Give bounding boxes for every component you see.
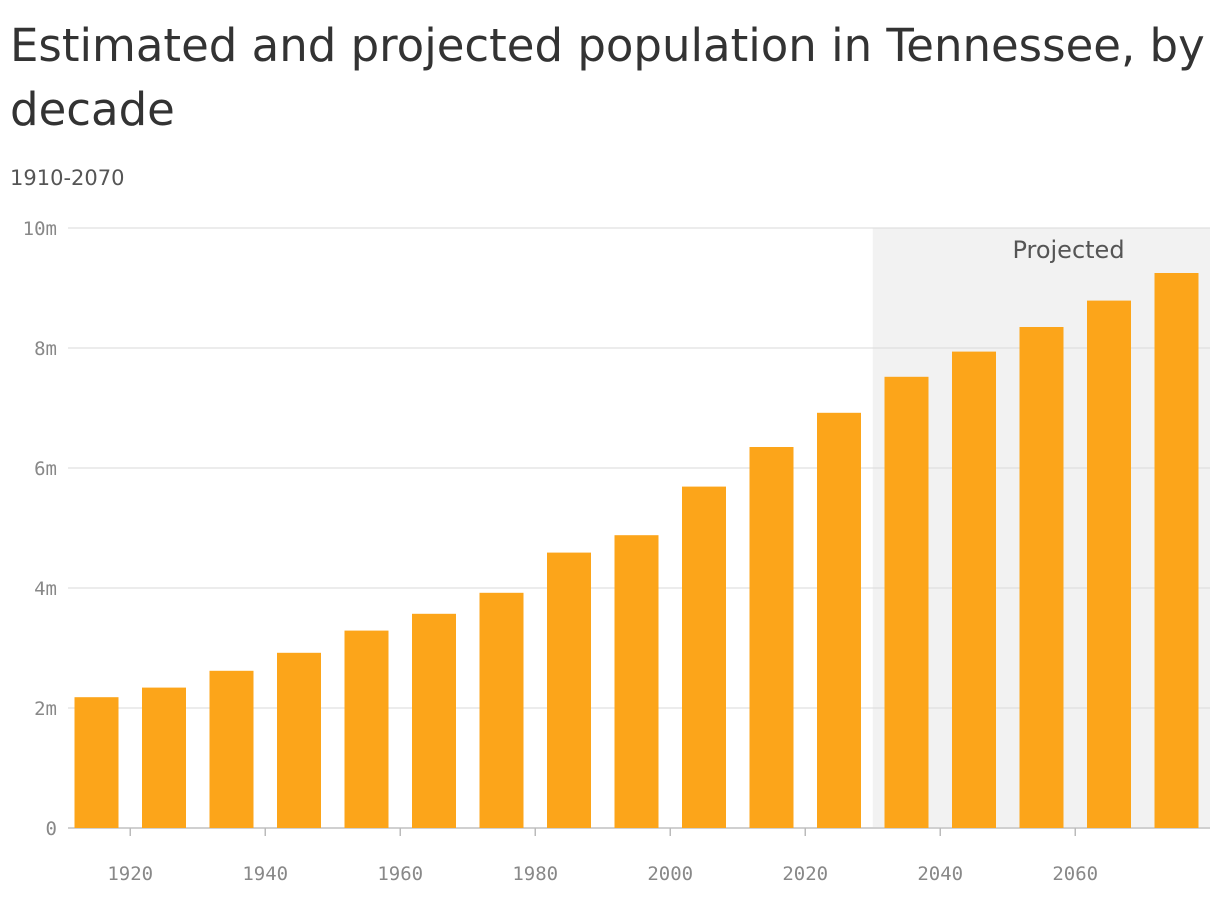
x-tick-label: 2040 (917, 863, 963, 885)
x-tick-label: 2060 (1052, 863, 1098, 885)
x-tick-label: 1940 (242, 863, 288, 885)
bar-series (74, 273, 1199, 829)
bar (74, 697, 119, 828)
chart-subtitle: 1910-2070 (10, 166, 125, 190)
bar (209, 670, 254, 828)
bar (277, 652, 321, 828)
bar (344, 630, 389, 828)
y-tick-label: 8m (34, 338, 57, 360)
y-tick-label: 4m (34, 578, 57, 600)
x-tick-label: 1920 (107, 863, 153, 885)
y-tick-label: 6m (34, 458, 57, 480)
bar (682, 486, 726, 828)
x-tick-label: 1980 (512, 863, 558, 885)
bar (547, 552, 591, 828)
bar (749, 447, 794, 828)
bar (614, 535, 659, 828)
y-tick-label: 0 (46, 818, 57, 840)
bar (1087, 300, 1131, 829)
bar (952, 351, 996, 828)
chart-title: Estimated and projected population in Te… (10, 19, 1205, 136)
bar (412, 613, 456, 828)
y-tick-label: 10m (23, 218, 57, 240)
bar (142, 687, 186, 828)
bar (817, 412, 861, 828)
x-tick-label: 1960 (377, 863, 423, 885)
x-tick-label: 2000 (647, 863, 693, 885)
y-tick-label: 2m (34, 698, 57, 720)
x-axis-ticks: 1920 1940 1960 1980 2000 2020 2040 2060 (107, 828, 1098, 885)
bar (479, 592, 524, 828)
bar (1154, 273, 1199, 828)
y-axis-ticks: 0 2m 4m 6m 8m 10m (23, 218, 57, 840)
x-tick-label: 2020 (782, 863, 828, 885)
projected-annotation: Projected (1012, 236, 1124, 264)
bar (884, 376, 929, 828)
bar (1019, 327, 1064, 828)
